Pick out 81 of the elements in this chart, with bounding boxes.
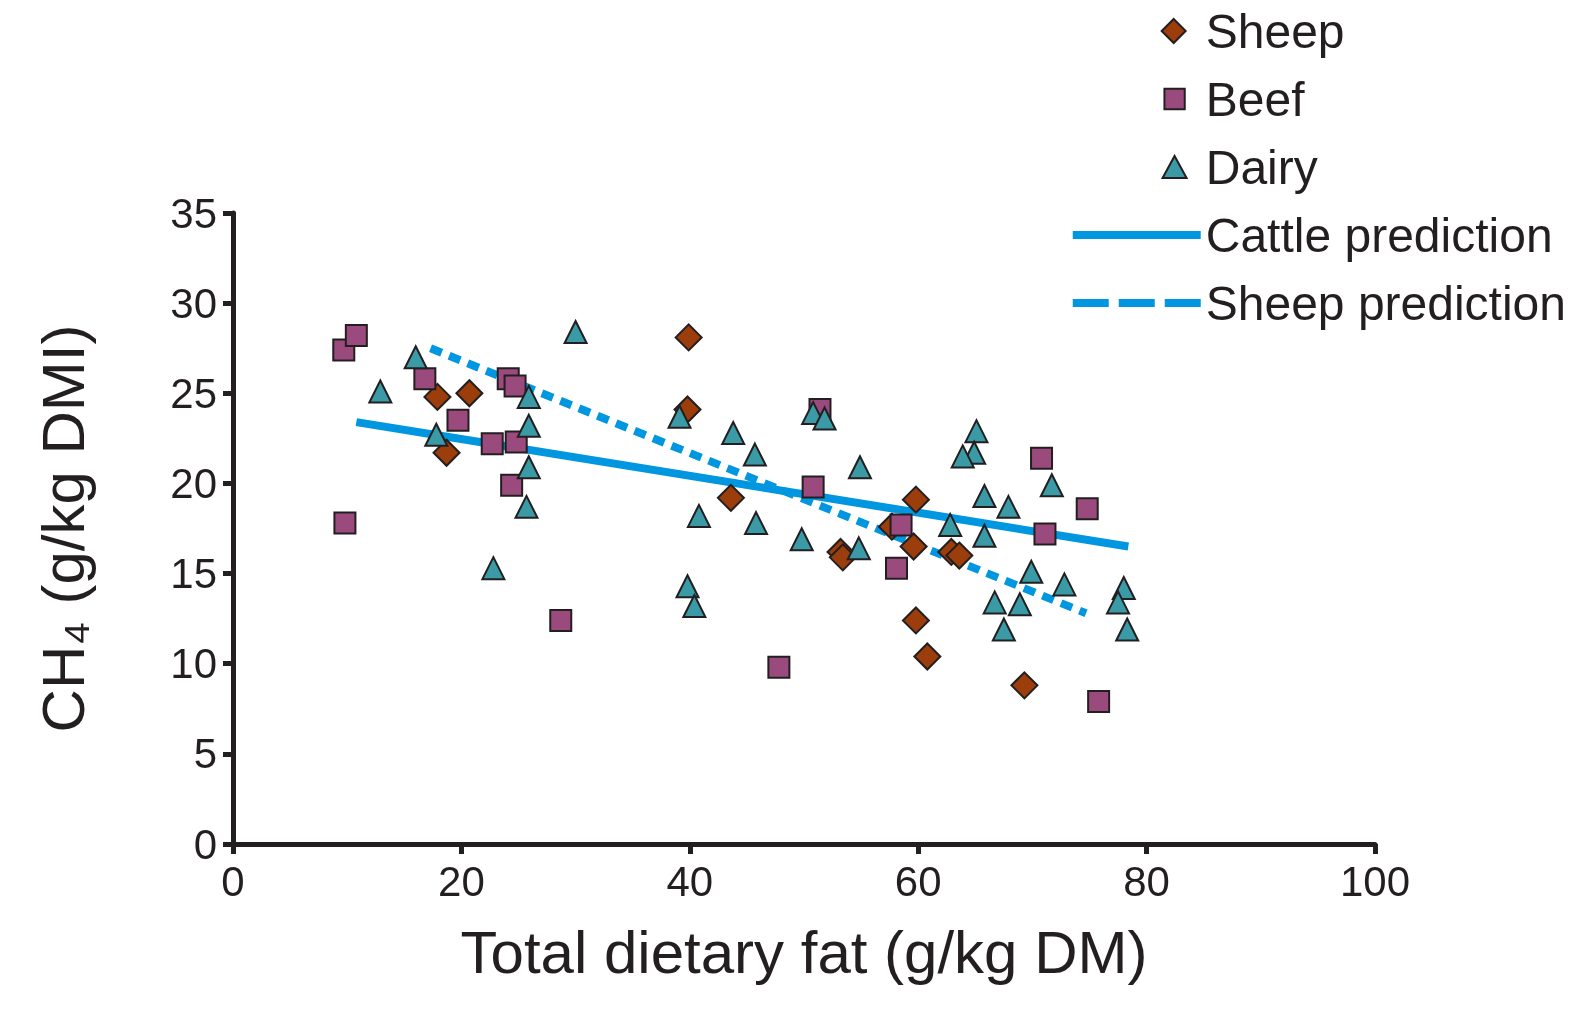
point bbox=[767, 655, 791, 679]
point bbox=[446, 408, 470, 432]
x-tick-label: 80 bbox=[1123, 857, 1170, 905]
legend-label: Sheep prediction bbox=[1205, 276, 1567, 330]
y-tick-label: 5 bbox=[193, 730, 217, 778]
point bbox=[1007, 592, 1032, 617]
point bbox=[847, 455, 872, 480]
legend-label: Beef bbox=[1205, 72, 1306, 126]
point bbox=[423, 382, 452, 411]
y-tick-label: 20 bbox=[170, 459, 217, 507]
x-tick-label: 20 bbox=[438, 857, 485, 905]
point bbox=[516, 413, 541, 438]
point bbox=[1106, 590, 1131, 615]
point bbox=[514, 494, 539, 519]
x-tick-label: 100 bbox=[1339, 857, 1411, 905]
point bbox=[901, 485, 930, 514]
point bbox=[333, 511, 357, 535]
point bbox=[1039, 473, 1064, 498]
point bbox=[812, 406, 837, 431]
point bbox=[1033, 522, 1057, 546]
point bbox=[982, 590, 1007, 615]
point bbox=[950, 444, 975, 469]
point bbox=[1030, 446, 1054, 470]
point bbox=[716, 483, 745, 512]
point bbox=[1087, 690, 1111, 714]
legend-label: Sheep bbox=[1205, 4, 1345, 58]
point bbox=[801, 475, 825, 499]
point bbox=[899, 532, 928, 561]
point bbox=[996, 494, 1021, 519]
point bbox=[972, 523, 997, 548]
point bbox=[667, 404, 692, 429]
point bbox=[549, 608, 573, 632]
point bbox=[964, 419, 989, 444]
point bbox=[846, 536, 871, 561]
point bbox=[721, 420, 746, 445]
y-tick-label: 0 bbox=[193, 820, 217, 868]
point bbox=[424, 422, 449, 447]
point bbox=[516, 384, 541, 409]
point bbox=[516, 455, 541, 480]
point bbox=[344, 324, 368, 348]
point bbox=[481, 556, 506, 581]
point bbox=[403, 345, 428, 370]
point bbox=[563, 319, 588, 344]
point bbox=[674, 323, 703, 352]
x-tick-label: 60 bbox=[894, 857, 942, 905]
point bbox=[742, 442, 767, 467]
x-tick-label: 40 bbox=[666, 857, 714, 905]
point bbox=[1052, 572, 1077, 597]
point bbox=[991, 617, 1016, 642]
point bbox=[889, 513, 913, 537]
legend-label: Cattle prediction bbox=[1205, 208, 1553, 262]
point bbox=[500, 473, 524, 497]
y-tick-label: 25 bbox=[170, 369, 217, 417]
y-tick-label: 15 bbox=[170, 550, 217, 598]
point bbox=[1019, 559, 1044, 584]
point bbox=[455, 379, 484, 408]
point bbox=[675, 574, 700, 599]
point bbox=[1010, 671, 1039, 700]
legend-label: Dairy bbox=[1205, 140, 1318, 194]
x-axis-title: Total dietary fat (g/kg DM) bbox=[460, 918, 1148, 986]
point bbox=[682, 594, 707, 619]
point bbox=[789, 527, 814, 552]
y-axis-title: CH₄ (g/kg DMI) bbox=[29, 324, 97, 733]
point bbox=[913, 642, 942, 671]
point bbox=[503, 374, 527, 398]
point bbox=[901, 606, 930, 635]
point bbox=[686, 503, 711, 528]
point bbox=[480, 432, 504, 456]
point bbox=[432, 438, 461, 467]
point bbox=[938, 512, 963, 537]
point bbox=[885, 556, 908, 580]
point bbox=[1115, 617, 1140, 642]
y-tick-label: 35 bbox=[170, 189, 217, 237]
point bbox=[1075, 497, 1099, 521]
point bbox=[972, 484, 997, 509]
y-tick-label: 30 bbox=[170, 279, 217, 327]
point bbox=[744, 511, 769, 536]
point bbox=[945, 541, 974, 570]
point bbox=[413, 367, 437, 391]
point bbox=[368, 379, 393, 404]
y-tick-label: 10 bbox=[170, 640, 217, 688]
